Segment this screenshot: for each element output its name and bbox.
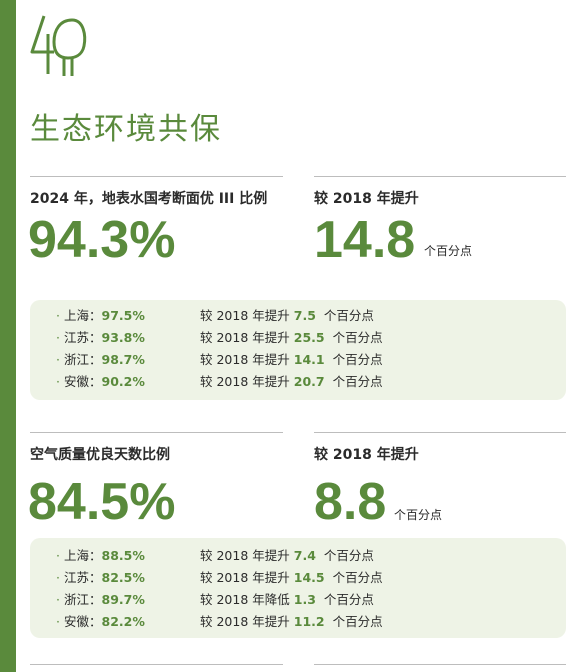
list-item: · 上海：97.5% bbox=[56, 308, 145, 323]
change-num: 14.1 bbox=[293, 352, 325, 367]
change-unit: 个百分点 bbox=[332, 352, 383, 367]
region-name: 上海： bbox=[63, 548, 102, 563]
divider-left-2 bbox=[30, 432, 283, 433]
change-num: 20.7 bbox=[293, 374, 325, 389]
list-item: · 浙江：98.7% bbox=[56, 352, 145, 367]
region-name: 浙江： bbox=[63, 352, 102, 367]
regional-panel-air: · 上海：88.5% 较 2018 年提升 7.4 个百分点 · 江苏：82.5% 较 … bbox=[30, 538, 566, 638]
list-item-change: 较 2018 年提升 14.1 个百分点 bbox=[200, 350, 383, 370]
divider-left-1 bbox=[30, 176, 283, 177]
change-text: 较 2018 年降低 bbox=[200, 592, 290, 607]
compare-value-air: 8.8 bbox=[314, 473, 387, 531]
divider-right-2 bbox=[314, 432, 566, 433]
metric-label-water: 2024 年，地表水国考断面优 III 比例 bbox=[30, 191, 268, 207]
list-item: · 浙江：89.7% bbox=[56, 592, 145, 607]
list-item-change: 较 2018 年降低 1.3 个百分点 bbox=[200, 590, 374, 610]
list-item-change: 较 2018 年提升 7.5 个百分点 bbox=[200, 306, 374, 326]
list-item: · 安徽：82.2% bbox=[56, 614, 145, 629]
region-value: 88.5% bbox=[101, 548, 145, 563]
compare-value-water: 14.8 bbox=[314, 211, 416, 269]
compare-unit-air: 个百分点 bbox=[394, 508, 443, 522]
forty-tree-logo-icon bbox=[30, 15, 87, 76]
compare-label-water: 较 2018 年提升 bbox=[314, 191, 419, 207]
list-item-change: 较 2018 年提升 11.2 个百分点 bbox=[200, 612, 383, 632]
compare-unit-water: 个百分点 bbox=[424, 244, 473, 258]
region-name: 上海： bbox=[63, 308, 102, 323]
divider-left-3 bbox=[30, 664, 283, 665]
change-num: 1.3 bbox=[293, 592, 316, 607]
change-num: 7.5 bbox=[293, 308, 316, 323]
change-unit: 个百分点 bbox=[332, 570, 383, 585]
change-text: 较 2018 年提升 bbox=[200, 570, 290, 585]
region-value: 93.8% bbox=[101, 330, 145, 345]
change-unit: 个百分点 bbox=[323, 592, 374, 607]
region-value: 90.2% bbox=[101, 374, 145, 389]
list-item: · 安徽：90.2% bbox=[56, 374, 145, 389]
change-text: 较 2018 年提升 bbox=[200, 352, 290, 367]
list-item-change: 较 2018 年提升 7.4 个百分点 bbox=[200, 546, 374, 566]
page-title: 生态环境共保 bbox=[30, 112, 222, 147]
change-text: 较 2018 年提升 bbox=[200, 548, 290, 563]
list-item-change: 较 2018 年提升 20.7 个百分点 bbox=[200, 372, 383, 392]
region-value: 97.5% bbox=[101, 308, 145, 323]
region-value: 98.7% bbox=[101, 352, 145, 367]
change-unit: 个百分点 bbox=[332, 614, 383, 629]
change-num: 14.5 bbox=[293, 570, 325, 585]
region-name: 江苏： bbox=[63, 330, 102, 345]
metric-value-air: 84.5% bbox=[28, 473, 176, 531]
region-name: 安徽： bbox=[63, 614, 102, 629]
compare-label-air: 较 2018 年提升 bbox=[314, 447, 419, 463]
change-unit: 个百分点 bbox=[323, 548, 374, 563]
list-item: · 江苏：93.8% bbox=[56, 330, 145, 345]
change-num: 25.5 bbox=[293, 330, 325, 345]
list-item-change: 较 2018 年提升 25.5 个百分点 bbox=[200, 328, 383, 348]
change-num: 11.2 bbox=[293, 614, 325, 629]
change-unit: 个百分点 bbox=[323, 308, 374, 323]
list-item-change: 较 2018 年提升 14.5 个百分点 bbox=[200, 568, 383, 588]
region-value: 82.2% bbox=[101, 614, 145, 629]
region-value: 82.5% bbox=[101, 570, 145, 585]
change-unit: 个百分点 bbox=[332, 374, 383, 389]
region-name: 浙江： bbox=[63, 592, 102, 607]
change-text: 较 2018 年提升 bbox=[200, 308, 290, 323]
region-name: 江苏： bbox=[63, 570, 102, 585]
regional-panel-water: · 上海：97.5% 较 2018 年提升 7.5 个百分点 · 江苏：93.8% 较 … bbox=[30, 300, 566, 400]
metric-value-water: 94.3% bbox=[28, 211, 176, 269]
region-name: 安徽： bbox=[63, 374, 102, 389]
list-item: · 江苏：82.5% bbox=[56, 570, 145, 585]
divider-right-1 bbox=[314, 176, 566, 177]
change-text: 较 2018 年提升 bbox=[200, 614, 290, 629]
change-num: 7.4 bbox=[293, 548, 316, 563]
change-unit: 个百分点 bbox=[332, 330, 383, 345]
left-accent-bar bbox=[0, 0, 16, 672]
change-text: 较 2018 年提升 bbox=[200, 374, 290, 389]
list-item: · 上海：88.5% bbox=[56, 548, 145, 563]
metric-label-air: 空气质量优良天数比例 bbox=[30, 447, 170, 463]
region-value: 89.7% bbox=[101, 592, 145, 607]
change-text: 较 2018 年提升 bbox=[200, 330, 290, 345]
divider-right-3 bbox=[314, 664, 566, 665]
